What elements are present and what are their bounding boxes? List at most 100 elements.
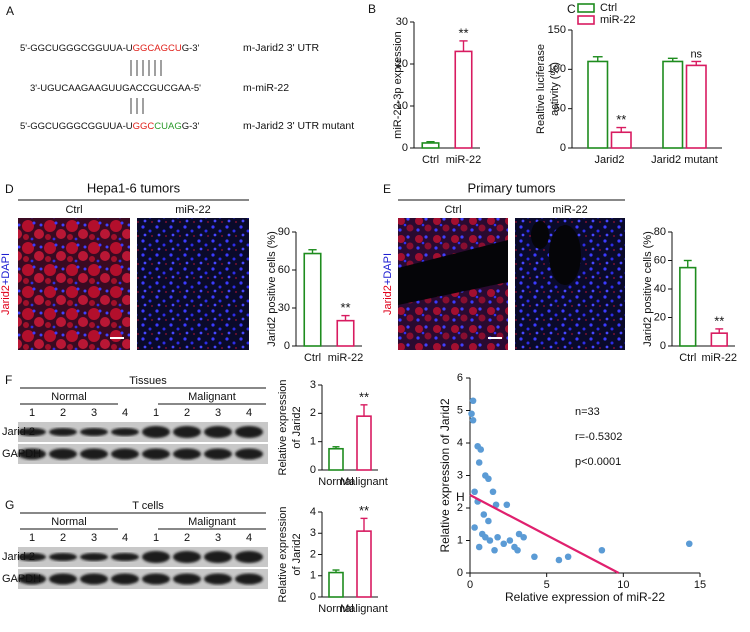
- point: [485, 517, 492, 525]
- blot-band: [111, 573, 139, 585]
- error-bar: [332, 569, 340, 573]
- bar: [710, 332, 728, 347]
- blot-band: [18, 573, 46, 585]
- y-tick-label: 2: [310, 548, 316, 560]
- blot-band: [18, 553, 46, 561]
- point: [469, 397, 477, 405]
- lane-label: 4: [246, 532, 252, 544]
- column-label: Ctrl: [444, 204, 461, 216]
- y-tick-label: 1: [310, 570, 316, 582]
- point: [500, 540, 508, 548]
- panel-letter: D: [5, 182, 14, 196]
- vessel: [531, 221, 549, 249]
- x-tick-label: Normal: [318, 603, 353, 615]
- blot-band: [204, 573, 232, 585]
- error-bar: [332, 446, 340, 449]
- x-tick-label: miR-22: [702, 352, 737, 364]
- annotation: r=-0.5302: [575, 431, 622, 443]
- blot-band: [111, 553, 139, 561]
- annotation: p<0.0001: [575, 456, 621, 468]
- y-axis-label: Realtive luciferase: [535, 44, 547, 134]
- y-tick-label: 0: [310, 591, 316, 603]
- blot-title: T cells: [132, 500, 164, 512]
- bar: [356, 415, 372, 471]
- point: [471, 488, 478, 496]
- lane-label: 1: [29, 407, 35, 419]
- blot-row-label: GAPDH: [2, 448, 41, 460]
- panel-letter: F: [5, 373, 12, 387]
- y-tick-label: 3: [457, 469, 463, 481]
- panel-letter: G: [5, 498, 14, 512]
- y-tick-label: 0: [457, 567, 463, 579]
- point: [598, 546, 606, 554]
- sequence-segment: 5'-GGCUGGGCGGUUA-U: [20, 121, 133, 132]
- point: [480, 511, 488, 518]
- point: [494, 533, 501, 541]
- blot-band: [173, 448, 201, 460]
- bar: [587, 60, 609, 149]
- bar: [610, 131, 632, 149]
- blot-band: [235, 448, 263, 460]
- blot-band: [173, 573, 201, 585]
- blot-band: [142, 573, 170, 585]
- y-tick-label: 90: [278, 226, 290, 238]
- significance: **: [714, 313, 724, 328]
- lane-label: 1: [153, 532, 159, 544]
- legend-label: Ctrl: [600, 2, 617, 14]
- point: [482, 533, 489, 541]
- error-bar: [667, 57, 678, 62]
- error-bar: [691, 60, 702, 66]
- blot-band: [142, 426, 170, 438]
- bar: [303, 252, 322, 347]
- point: [477, 446, 485, 453]
- sequence-name: m-Jarid2 3' UTR: [243, 42, 320, 54]
- error-bar: [308, 249, 317, 254]
- blot-band: [49, 573, 77, 585]
- x-tick-label: miR-22: [328, 352, 363, 364]
- error-bar: [341, 314, 350, 321]
- x-tick-label: miR-22: [446, 154, 481, 166]
- y-tick-label: 60: [278, 264, 290, 276]
- y-tick-label: 100: [548, 63, 566, 75]
- error-bar: [459, 40, 468, 52]
- y-tick-label: 1: [310, 436, 316, 448]
- blot-band: [142, 551, 170, 563]
- error-bar: [426, 140, 435, 143]
- stain-part: Jarid2: [382, 285, 394, 315]
- y-tick-label: 3: [310, 379, 316, 391]
- blot-band: [49, 448, 77, 460]
- error-bar: [616, 126, 627, 133]
- y-tick-label: 10: [396, 100, 408, 112]
- vessel: [549, 225, 581, 285]
- point: [475, 459, 483, 466]
- lane-label: 2: [60, 532, 66, 544]
- y-axis-label: of Jarid2: [291, 406, 303, 448]
- blot-band: [80, 553, 108, 561]
- blot-band: [18, 428, 46, 436]
- panel-letter: E: [383, 182, 391, 196]
- blot-band: [111, 428, 139, 436]
- y-tick-label: 3: [310, 527, 316, 539]
- lane-label: 2: [184, 407, 190, 419]
- y-axis-label: of Jarid2: [291, 533, 303, 575]
- error-bar: [360, 404, 368, 417]
- y-axis-label: activity (%): [549, 62, 561, 116]
- bar: [328, 447, 344, 471]
- group-label: Malignant: [188, 391, 236, 403]
- y-axis-label: miR-22-3p expression: [392, 31, 404, 139]
- point: [515, 530, 523, 538]
- legend-swatch: [577, 3, 595, 13]
- blot-band: [80, 428, 108, 436]
- panel-letter: B: [368, 2, 376, 16]
- fit-line: [469, 494, 620, 574]
- sequence-segment: G-3': [182, 121, 200, 132]
- lane-label: 4: [122, 407, 128, 419]
- y-tick-label: 1: [457, 534, 463, 546]
- blot-band: [235, 551, 263, 563]
- blot-row-label: Jarid 2: [2, 551, 35, 563]
- sequence-segment: G-3': [182, 43, 200, 54]
- tissue-gap: [398, 240, 508, 305]
- sequence: 5'-GGCUGGGCGGUUA-UGGCCUAGG-3': [20, 121, 200, 132]
- y-tick-label: 4: [457, 437, 463, 449]
